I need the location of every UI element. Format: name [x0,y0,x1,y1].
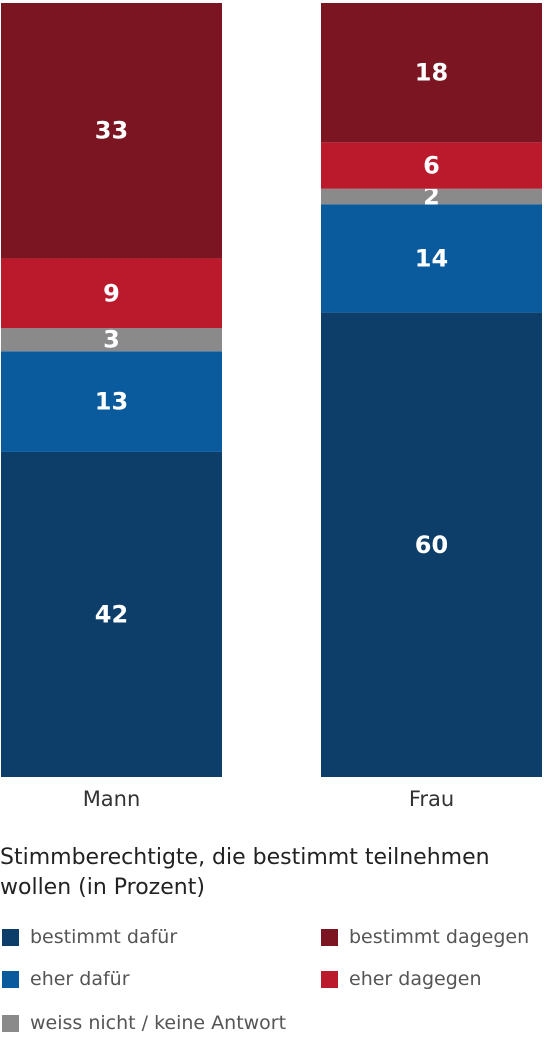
legend-item: bestimmt dafür [2,922,177,952]
data-label-mann-1: 13 [95,388,128,416]
category-label-frau: Frau [409,787,454,811]
chart-title: Stimmberechtigte, die bestimmt teilnehme… [0,845,490,900]
stacked-bar-chart: 42 13 3 9 33 Mann 60 14 2 6 18 Frau [1,3,542,811]
legend-label: eher dafür [30,968,130,990]
data-label-frau-1: 14 [415,244,448,272]
data-label-frau-3: 6 [423,152,440,180]
data-label-mann-3: 9 [103,279,120,307]
legend-item: weiss nicht / keine Antwort [2,1008,286,1038]
bar-segment-mann-0 [1,451,222,777]
bar-segment-mann-3 [1,258,222,329]
bar-segment-frau-1 [321,204,542,313]
legend: bestimmt dafür bestimmt dagegen eher dafür… [0,920,544,1044]
legend-label: bestimmt dafür [30,926,178,948]
legend-item: eher dafür [2,964,130,994]
data-label-mann-2: 3 [103,326,120,354]
legend-swatch [2,928,19,946]
data-label-mann-0: 42 [95,600,128,628]
bar-segment-mann-4 [1,3,222,259]
bar-segment-frau-0 [321,312,542,777]
data-label-frau-2: 2 [423,183,440,211]
legend-label: bestimmt dagegen [349,926,530,948]
bar-segment-frau-2 [321,188,542,205]
legend-label: weiss nicht / keine Antwort [30,1012,287,1034]
bar-segment-mann-1 [1,351,222,452]
legend-swatch [321,928,338,946]
data-label-mann-4: 33 [95,117,128,145]
legend-swatch [2,970,19,988]
legend-swatch [2,1014,19,1032]
bar-segment-frau-3 [321,142,542,189]
data-label-frau-0: 60 [415,531,448,559]
legend-swatch [321,970,338,988]
data-label-frau-4: 18 [415,59,448,87]
category-label-mann: Mann [83,787,141,811]
legend-item: bestimmt dagegen [321,922,529,952]
bar-segment-frau-4 [321,3,542,143]
bar-segment-mann-2 [1,328,222,352]
legend-item: eher dagegen [321,964,482,994]
legend-label: eher dagegen [349,968,482,990]
